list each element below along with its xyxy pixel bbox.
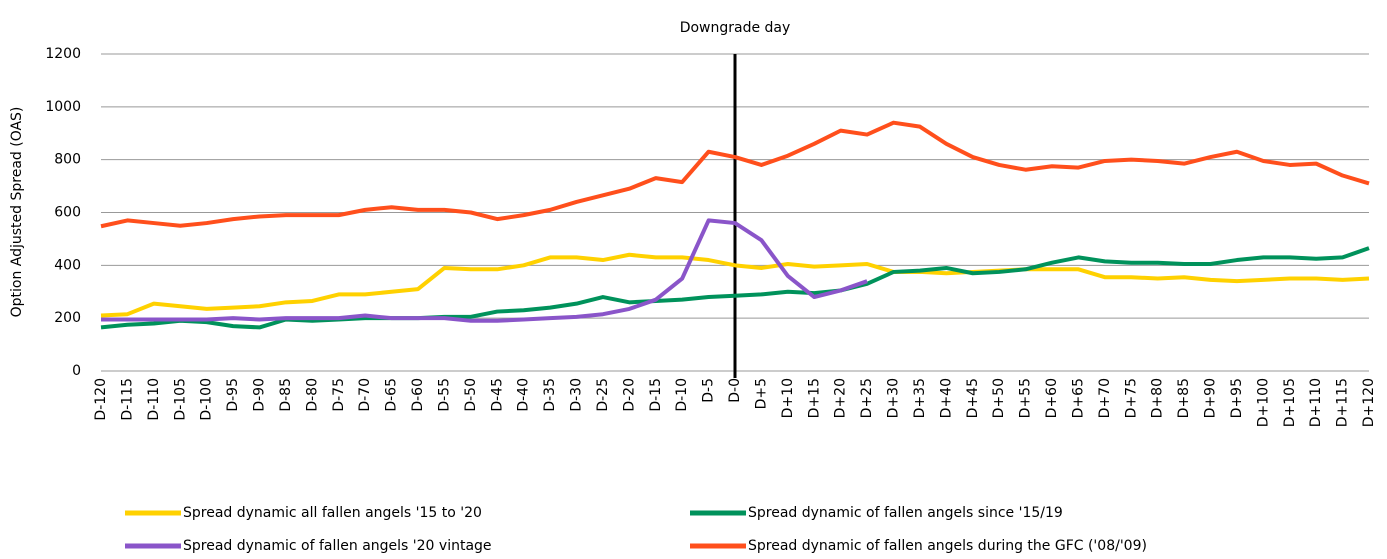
y-tick-label: 1200 (45, 46, 81, 62)
legend-label: Spread dynamic of fallen angels during t… (748, 538, 1147, 554)
x-tick-label: D-15 (648, 378, 664, 412)
x-tick-label: D-75 (331, 378, 347, 412)
x-tick-label: D-10 (674, 378, 690, 412)
x-tick-label: D+50 (991, 378, 1007, 418)
legend-label: Spread dynamic of fallen angels since '1… (748, 505, 1063, 521)
x-tick-label: D+75 (1123, 378, 1139, 418)
series-line (100, 246, 1370, 330)
series-line (101, 218, 868, 323)
x-tick-label: D-20 (621, 378, 637, 412)
legend-label: Spread dynamic of fallen angels '20 vint… (183, 538, 492, 554)
x-tick-label: D-5 (701, 378, 717, 403)
x-tick-label: D-110 (146, 378, 162, 421)
x-tick-label: D+85 (1176, 378, 1192, 418)
x-tick-label: D+80 (1150, 378, 1166, 418)
y-tick-label: 800 (54, 152, 81, 168)
x-tick-label: D-95 (225, 378, 241, 412)
x-tick-label: D-55 (436, 378, 452, 412)
x-tick-label: D+100 (1255, 378, 1271, 427)
x-tick-label: D+15 (806, 378, 822, 418)
x-tick-label: D-0 (727, 378, 743, 403)
x-tick-label: D+95 (1229, 378, 1245, 418)
x-tick-label: D+115 (1335, 378, 1351, 427)
x-tick-label: D-60 (410, 378, 426, 412)
x-tick-label: D-25 (595, 378, 611, 412)
x-tick-label: D-115 (119, 378, 135, 421)
y-axis-label: Option Adjusted Spread (OAS) (9, 107, 25, 318)
x-tick-label: D-65 (384, 378, 400, 412)
x-tick-label: D+105 (1282, 378, 1298, 427)
x-tick-label: D-70 (357, 378, 373, 412)
x-tick-label: D+90 (1203, 378, 1219, 418)
x-tick-label: D-105 (172, 378, 188, 421)
x-tick-label: D+120 (1361, 378, 1377, 427)
x-tick-label: D+30 (886, 378, 902, 418)
y-tick-label: 400 (54, 257, 81, 273)
series-line (100, 120, 1370, 229)
y-tick-label: 200 (54, 310, 81, 326)
x-tick-label: D-80 (304, 378, 320, 412)
y-tick-label: 600 (54, 205, 81, 221)
series-line (100, 252, 1370, 318)
x-tick-label: D+60 (1044, 378, 1060, 418)
x-tick-label: D-85 (278, 378, 294, 412)
x-tick-label: D-35 (542, 378, 558, 412)
y-tick-label: 0 (72, 363, 81, 379)
x-tick-label: D-120 (93, 378, 109, 421)
x-tick-label: D+70 (1097, 378, 1113, 418)
annotation: Downgrade day (680, 20, 791, 36)
y-tick-label: 1000 (45, 99, 81, 115)
x-tick-label: D+55 (1018, 378, 1034, 418)
x-tick-label: D-45 (489, 378, 505, 412)
x-tick-label: D+20 (833, 378, 849, 418)
x-tick-label: D+110 (1308, 378, 1324, 427)
x-tick-label: D-50 (463, 378, 479, 412)
x-tick-label: D+25 (859, 378, 875, 418)
x-tick-label: D-30 (569, 378, 585, 412)
x-tick-label: D+65 (1070, 378, 1086, 418)
x-tick-label: D+40 (938, 378, 954, 418)
x-tick-label: D+35 (912, 378, 928, 418)
x-tick-label: D+5 (753, 378, 769, 409)
x-tick-label: D-90 (252, 378, 268, 412)
x-tick-label: D-40 (516, 378, 532, 412)
x-tick-label: D+45 (965, 378, 981, 418)
x-tick-label: D-100 (199, 378, 215, 421)
legend-label: Spread dynamic all fallen angels '15 to … (183, 505, 482, 521)
x-tick-label: D+10 (780, 378, 796, 418)
